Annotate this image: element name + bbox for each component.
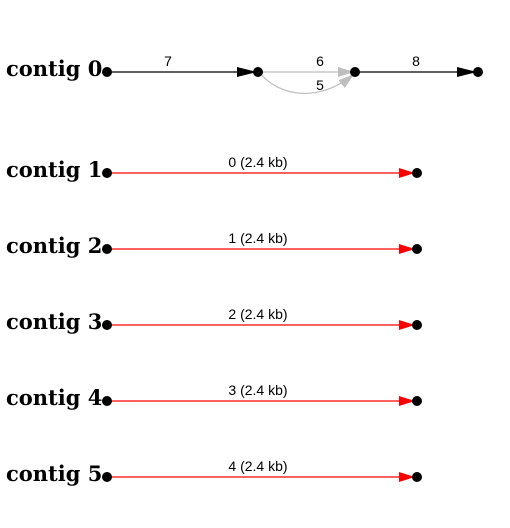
node-2-start[interactable] bbox=[102, 244, 112, 254]
node-0-b[interactable] bbox=[253, 67, 263, 77]
edge-5[interactable] bbox=[258, 71, 355, 95]
edge-0-label: 0 (2.4 kb) bbox=[228, 154, 287, 170]
contig-2-group: contig 2 1 (2.4 kb) bbox=[6, 230, 422, 258]
contig-1-group: contig 1 0 (2.4 kb) bbox=[6, 154, 422, 182]
edge-7-label: 7 bbox=[164, 53, 172, 69]
node-3-end[interactable] bbox=[412, 320, 422, 330]
node-3-start[interactable] bbox=[102, 320, 112, 330]
node-0-c[interactable] bbox=[350, 67, 360, 77]
edge-1-label: 1 (2.4 kb) bbox=[228, 230, 287, 246]
edge-6-label: 6 bbox=[316, 53, 324, 69]
edge-3-label: 3 (2.4 kb) bbox=[228, 382, 287, 398]
node-5-end[interactable] bbox=[412, 472, 422, 482]
edge-2-label: 2 (2.4 kb) bbox=[228, 306, 287, 322]
contig-0-group: contig 0 7 6 5 8 bbox=[6, 53, 483, 95]
edge-5-label: 5 bbox=[316, 77, 324, 93]
contig-5-label: contig 5 bbox=[6, 461, 102, 486]
node-5-start[interactable] bbox=[102, 472, 112, 482]
contig-2-label: contig 2 bbox=[6, 233, 102, 258]
edge-4-label: 4 (2.4 kb) bbox=[228, 458, 287, 474]
contig-1-label: contig 1 bbox=[6, 157, 102, 182]
contig-0-label: contig 0 bbox=[6, 56, 102, 81]
node-4-end[interactable] bbox=[412, 396, 422, 406]
node-2-end[interactable] bbox=[412, 244, 422, 254]
contig-3-group: contig 3 2 (2.4 kb) bbox=[6, 306, 422, 334]
contig-5-group: contig 5 4 (2.4 kb) bbox=[6, 458, 422, 486]
edge-8-label: 8 bbox=[412, 53, 420, 69]
contig-4-group: contig 4 3 (2.4 kb) bbox=[6, 382, 422, 410]
node-1-end[interactable] bbox=[412, 168, 422, 178]
node-4-start[interactable] bbox=[102, 396, 112, 406]
contig-3-label: contig 3 bbox=[6, 309, 102, 334]
node-0-a[interactable] bbox=[102, 67, 112, 77]
node-1-start[interactable] bbox=[102, 168, 112, 178]
node-0-d[interactable] bbox=[473, 67, 483, 77]
contig-4-label: contig 4 bbox=[6, 385, 102, 410]
